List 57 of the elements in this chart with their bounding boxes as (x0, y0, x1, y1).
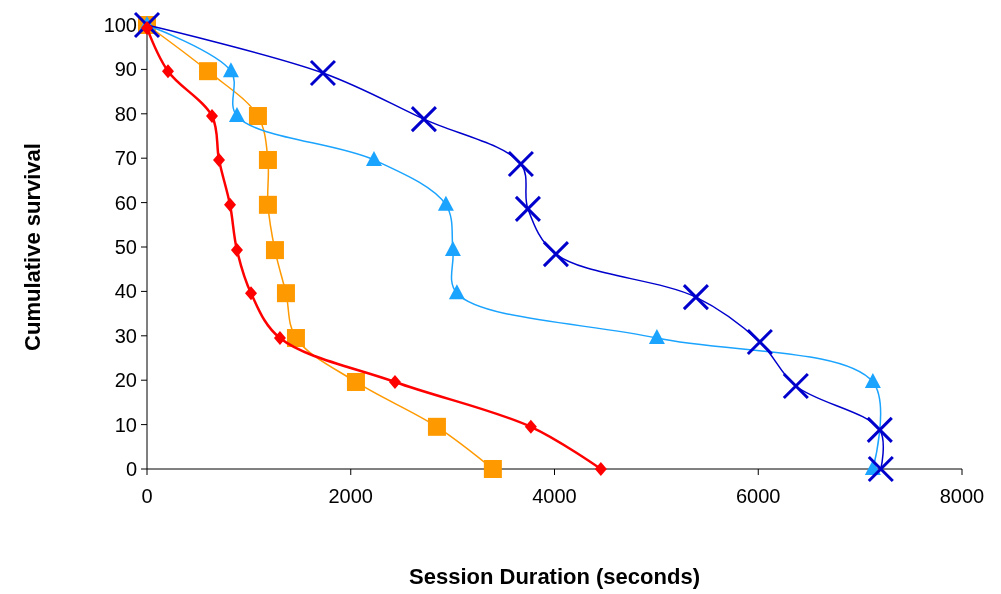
point (141, 21, 153, 36)
point (286, 329, 305, 348)
point (648, 329, 665, 345)
y-tick-label: 80 (114, 102, 137, 125)
point (346, 372, 365, 391)
point (542, 240, 570, 268)
x-tick-label: 2000 (328, 485, 373, 507)
point (444, 241, 461, 257)
y-axis-title: Cumulative survival (20, 143, 45, 351)
point (224, 197, 237, 212)
point (230, 243, 243, 258)
x-tick-label: 4000 (532, 485, 577, 507)
y-tick-label: 30 (114, 324, 137, 347)
point (524, 419, 537, 434)
y-tick-label: 100 (103, 14, 137, 36)
point (866, 416, 894, 444)
point (258, 195, 277, 214)
point (199, 62, 218, 81)
point (682, 283, 710, 311)
point (864, 372, 881, 388)
point (245, 286, 258, 301)
point (161, 64, 174, 79)
point (514, 195, 542, 223)
point (213, 152, 226, 167)
y-tick-label: 70 (114, 147, 137, 170)
x-tick-label: 0 (141, 485, 153, 507)
y-tick-label: 50 (114, 236, 137, 258)
point (746, 328, 774, 356)
point (258, 150, 277, 169)
point (276, 284, 295, 303)
point (437, 195, 454, 211)
point (365, 150, 382, 166)
x-tick-label: 6000 (736, 485, 781, 507)
point (782, 372, 810, 400)
point (388, 374, 401, 389)
point (273, 331, 286, 346)
point (248, 107, 267, 126)
y-tick-label: 60 (114, 191, 137, 214)
point (265, 241, 284, 260)
y-tick-label: 20 (114, 369, 137, 392)
y-tick-label: 90 (114, 58, 137, 81)
point (309, 59, 337, 87)
point (206, 109, 218, 124)
point (867, 455, 895, 483)
point (594, 462, 607, 476)
y-tick-label: 0 (125, 458, 137, 480)
y-tick-label: 40 (114, 280, 137, 303)
x-tick-label: 8000 (939, 485, 985, 507)
y-tick-label: 10 (114, 413, 137, 436)
point (483, 460, 502, 478)
point (427, 417, 446, 436)
point (507, 150, 535, 178)
x-axis-title: Session Duration (seconds) (409, 564, 700, 589)
point (448, 284, 465, 300)
point (228, 107, 245, 123)
point (222, 62, 239, 78)
point (410, 105, 438, 133)
